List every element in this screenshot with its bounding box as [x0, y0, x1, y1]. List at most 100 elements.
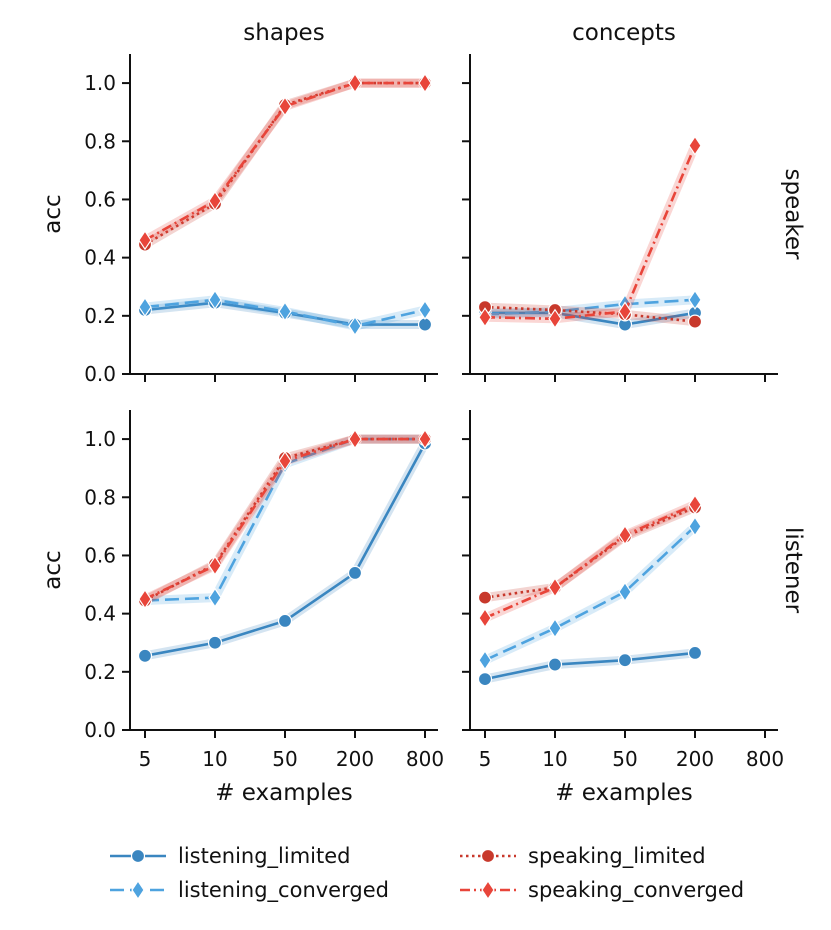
panel-speaker-shapes: 0.0 0.2 0.4 0.6 0.8 1.0	[84, 54, 438, 386]
data-point	[477, 671, 493, 687]
legend-marker	[481, 879, 495, 901]
legend-item-speaking_limited: speaking_limited	[460, 844, 706, 869]
x-tick-label: 10	[202, 747, 227, 771]
data-point	[548, 618, 562, 639]
series-line	[484, 651, 696, 681]
y-tick-label: 0.4	[84, 602, 116, 626]
legend-label: listening_converged	[178, 878, 389, 903]
x-tick-label: 200	[336, 747, 374, 771]
data-point	[688, 494, 702, 515]
data-point	[687, 314, 703, 329]
legend-item-speaking_converged: speaking_converged	[460, 878, 744, 903]
column-title-concepts: concepts	[572, 20, 676, 46]
data-point	[618, 581, 632, 602]
legend-label: speaking_converged	[528, 878, 744, 903]
x-tick-label: 800	[406, 747, 444, 771]
y-tick-label: 0.4	[84, 246, 116, 270]
x-tick-label: 200	[676, 747, 714, 771]
data-point	[688, 135, 702, 156]
legend-marker	[480, 848, 496, 864]
column-title-shapes: shapes	[243, 20, 324, 46]
panel-speaker-concepts	[462, 54, 778, 382]
data-point	[278, 96, 292, 117]
data-point	[478, 607, 492, 629]
x-axis-title: # examples	[215, 780, 353, 806]
y-tick-label: 0.6	[84, 187, 116, 211]
data-point	[138, 297, 152, 318]
x-tick-label: 10	[542, 747, 567, 771]
x-tick-label: 800	[746, 747, 784, 771]
data-point	[418, 73, 432, 94]
panel-listener-shapes: 0.0 0.2 0.4 0.6 0.8 1.0 5 10 50 200 800	[84, 410, 444, 771]
data-point	[548, 577, 562, 598]
data-point	[348, 315, 362, 337]
y-axis-title: acc	[40, 194, 66, 233]
series-speaking_converged	[138, 429, 432, 610]
legend-label: listening_limited	[178, 844, 351, 869]
series-band	[484, 143, 700, 324]
y-tick-label: 0.6	[84, 543, 116, 567]
x-tick-label: 50	[272, 747, 297, 771]
data-point	[138, 230, 152, 251]
data-point	[687, 645, 703, 661]
data-point	[208, 587, 222, 608]
y-tick-label: 0.0	[84, 362, 116, 386]
y-tick-label: 1.0	[84, 71, 116, 95]
x-tick-label: 5	[139, 747, 152, 771]
data-point	[418, 429, 432, 450]
data-point	[347, 565, 363, 581]
data-point	[208, 190, 222, 211]
data-point	[478, 307, 492, 328]
data-point	[688, 289, 702, 310]
series-line	[484, 506, 696, 599]
series-listening_converged	[478, 516, 702, 671]
series-listening_limited	[137, 436, 433, 663]
row-title-speaker: speaker	[780, 169, 806, 260]
y-tick-label: 0.8	[84, 485, 116, 509]
data-point	[547, 657, 563, 672]
row-title-listener: listener	[780, 527, 806, 614]
x-tick-label: 50	[612, 747, 637, 771]
data-point	[278, 450, 292, 471]
data-point	[348, 429, 362, 450]
series-speaking_converged	[478, 494, 702, 629]
series-listening_limited	[477, 645, 703, 687]
legend-item-listening_limited: listening_limited	[110, 844, 351, 869]
data-point	[477, 590, 493, 605]
y-axis-title: acc	[40, 550, 66, 589]
series-line	[484, 503, 696, 620]
data-point	[207, 635, 223, 650]
x-axis-title: # examples	[555, 780, 693, 806]
legend-label: speaking_limited	[528, 844, 706, 869]
data-point	[348, 73, 362, 94]
series-line	[484, 145, 697, 321]
series-line	[484, 525, 696, 662]
data-point	[548, 308, 562, 329]
series-line	[144, 81, 425, 242]
legend-marker	[131, 879, 145, 901]
y-tick-label: 0.8	[84, 129, 116, 153]
x-tick-label: 5	[479, 747, 492, 771]
legend: listening_limited listening_converged spea…	[110, 844, 744, 903]
data-point	[208, 555, 222, 576]
y-tick-label: 0.2	[84, 304, 116, 328]
data-point	[278, 301, 292, 322]
data-point	[617, 653, 633, 668]
data-point	[137, 648, 153, 663]
y-tick-label: 0.2	[84, 660, 116, 684]
series-listening_converged	[138, 289, 432, 337]
panel-listener-concepts: 5 10 50 200 800	[462, 410, 784, 771]
series-speaking_converged	[478, 135, 702, 329]
data-point	[418, 299, 432, 321]
data-point	[688, 516, 702, 537]
series-line	[484, 298, 696, 316]
y-tick-label: 1.0	[84, 427, 116, 451]
data-point	[138, 589, 152, 610]
legend-item-listening_converged: listening_converged	[110, 878, 389, 903]
data-point	[478, 650, 492, 671]
series-line	[484, 305, 696, 323]
series-speaking_converged	[138, 73, 432, 251]
data-point	[618, 525, 632, 546]
